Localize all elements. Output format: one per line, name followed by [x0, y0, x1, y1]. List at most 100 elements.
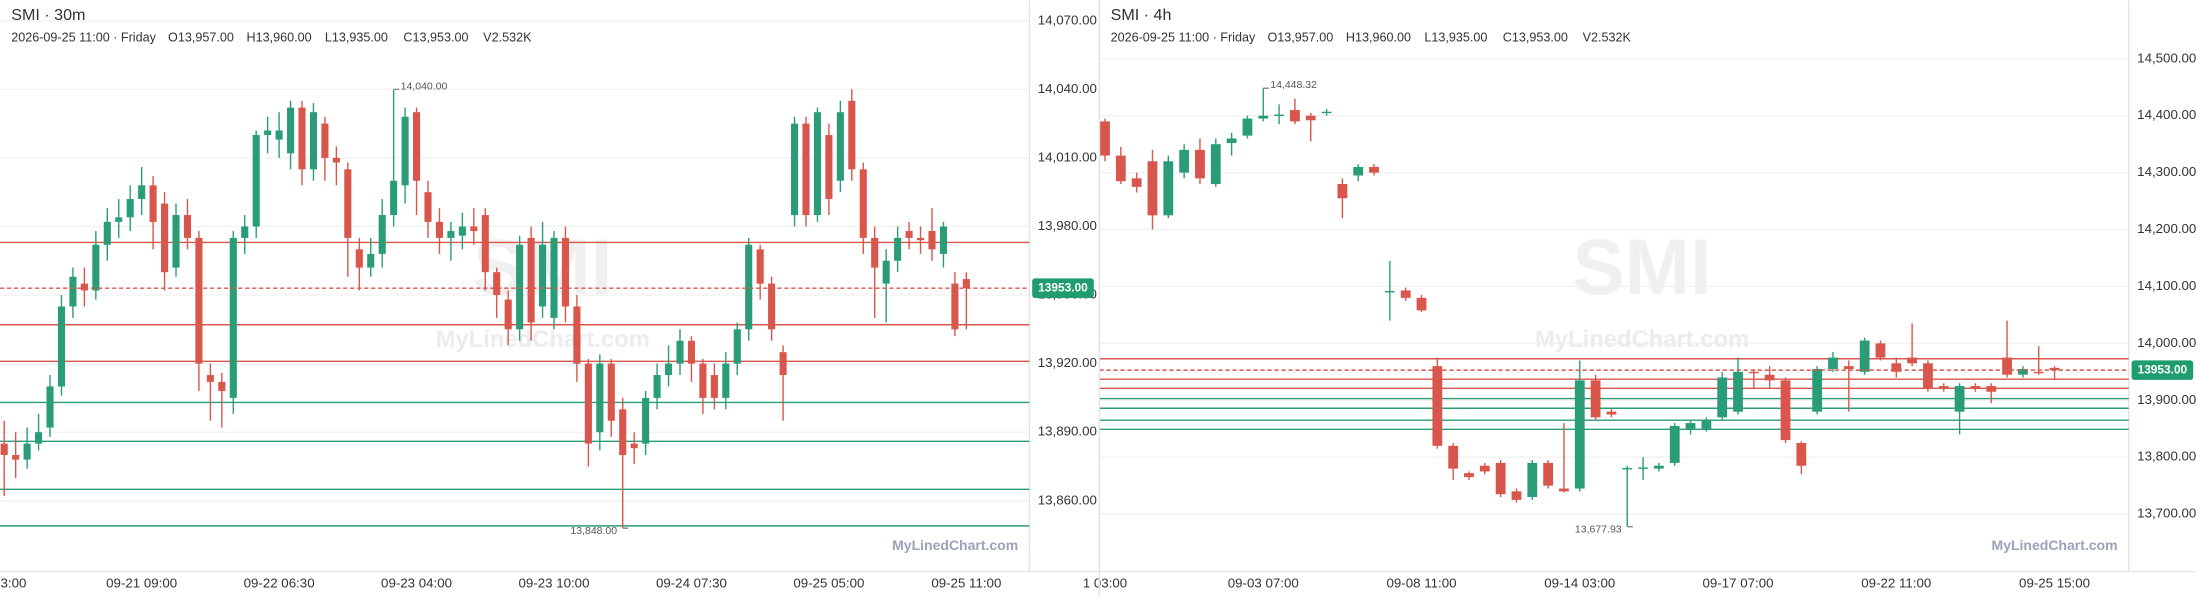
candle-body — [1875, 343, 1886, 358]
candle-body — [241, 226, 249, 238]
candle-body — [1448, 445, 1459, 469]
candle-body — [401, 116, 409, 186]
candle-body — [642, 397, 650, 444]
annotation-label: 14,040.00 — [401, 80, 448, 92]
candle-body — [848, 100, 856, 170]
candle-body — [1653, 465, 1664, 469]
candle-body — [126, 199, 134, 218]
candle-body — [1638, 467, 1648, 469]
candle-body — [1210, 144, 1221, 185]
candle-body — [1812, 368, 1823, 412]
x-tick-label: 1 03:00 — [1083, 576, 1127, 591]
candle-body — [115, 217, 123, 222]
candle-body — [1163, 161, 1174, 216]
candle-body — [550, 237, 558, 318]
candle-body — [1384, 291, 1395, 293]
candle-body — [92, 244, 100, 291]
y-tick-label: 13,700.00 — [2137, 506, 2196, 521]
candle-body — [172, 215, 180, 268]
annotation-label: 13,677.93 — [1575, 523, 1622, 535]
candle-body — [424, 192, 432, 222]
candle-body — [1305, 115, 1316, 121]
candle-body — [1590, 380, 1601, 418]
y-tick-label: 14,070.00 — [1038, 12, 1097, 27]
ohlc-info: V2.532K — [483, 30, 532, 44]
candle-body — [527, 237, 535, 323]
candle-body — [836, 112, 844, 181]
candle-body — [481, 215, 489, 273]
candle-body — [1764, 374, 1775, 381]
last-price-label: 13953.00 — [1038, 280, 1088, 294]
candle-body — [1242, 118, 1253, 136]
candle-body — [1527, 462, 1538, 498]
y-tick-label: 13,900.00 — [2137, 392, 2196, 407]
candle-body — [103, 221, 111, 245]
candle-body — [1685, 423, 1696, 429]
candle-body — [939, 226, 947, 254]
candle-body — [916, 237, 925, 241]
candle-body — [1226, 138, 1237, 144]
candle-body — [1559, 488, 1569, 492]
candle-body — [813, 112, 821, 216]
ohlc-info: V2.532K — [1583, 30, 1632, 44]
candle-body — [928, 231, 936, 250]
candle-body — [962, 279, 970, 289]
candle-body — [722, 363, 730, 398]
candle-body — [1432, 366, 1443, 446]
candle-body — [894, 237, 902, 261]
ohlc-info: H13,960.00 — [1346, 30, 1411, 44]
x-tick-label: 09-23 04:00 — [381, 576, 452, 591]
candle-body — [1511, 491, 1522, 500]
candle-body — [871, 237, 879, 268]
candle-body — [561, 237, 570, 307]
candle-body — [195, 237, 203, 364]
credit: MyLinedChart.com — [892, 537, 1018, 553]
candle-body — [630, 443, 638, 449]
candle-body — [413, 112, 421, 181]
candle-body — [1321, 111, 1332, 114]
candle-body — [1131, 178, 1142, 187]
candle-body — [1495, 462, 1506, 495]
ohlc-info: O13,957.00 — [168, 30, 234, 44]
annotation-label: 13,848.00 — [570, 525, 617, 537]
candle-body — [573, 306, 581, 364]
y-tick-label: 14,040.00 — [1038, 81, 1097, 96]
candle-body — [664, 363, 673, 376]
candle-body — [332, 157, 340, 163]
candle-body — [779, 352, 787, 376]
x-tick-label: 09-08 11:00 — [1387, 576, 1457, 591]
ohlc-info: L13,935.00 — [325, 30, 388, 44]
candle-body — [1970, 386, 1981, 389]
candle-body — [859, 169, 867, 238]
candle-body — [493, 272, 501, 296]
candle-body — [1543, 462, 1554, 486]
candle-body — [298, 107, 306, 170]
last-price-label: 13953.00 — [2138, 362, 2188, 376]
candle-body — [2002, 357, 2012, 375]
candle-body — [252, 135, 260, 227]
candle-body — [1274, 114, 1284, 116]
x-tick-label: 09-14 03:00 — [1544, 576, 1615, 591]
candle-body — [1891, 363, 1902, 372]
y-tick-label: 13,920.00 — [1038, 355, 1097, 370]
candle-body — [447, 231, 455, 238]
candle-body — [1258, 115, 1269, 119]
candle-body — [57, 306, 66, 387]
candle-body — [355, 249, 363, 268]
candle-body — [951, 283, 959, 330]
x-tick-label: 09-23 10:00 — [519, 576, 590, 591]
candle-body — [1701, 420, 1712, 429]
candle-body — [1859, 340, 1870, 372]
candle-body — [1748, 371, 1759, 374]
ohlc-info: C13,953.00 — [1503, 30, 1568, 44]
candle-body — [790, 123, 799, 216]
candle-body — [733, 329, 741, 364]
annotation-label: 14,448.32 — [1270, 79, 1317, 91]
y-tick-label: 14,400.00 — [2137, 107, 2196, 122]
candle-body — [138, 185, 146, 200]
y-tick-label: 13,980.00 — [1038, 218, 1097, 233]
candle-body — [35, 432, 43, 444]
candle-body — [2049, 367, 2060, 371]
ohlc-info: C13,953.00 — [403, 30, 468, 44]
